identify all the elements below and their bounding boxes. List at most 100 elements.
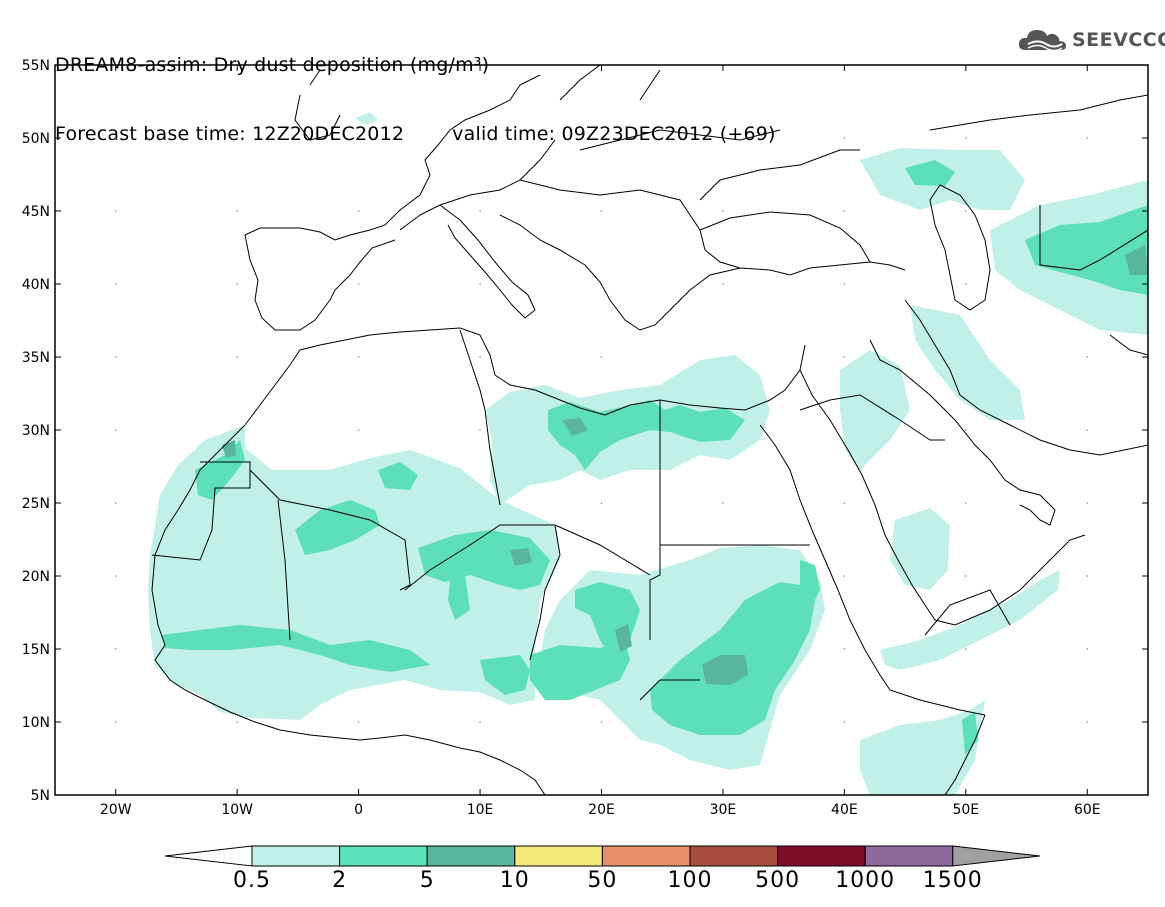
- graticule-point: [357, 137, 360, 139]
- dust-core-niger-chad: [418, 530, 550, 590]
- dust-core-central-asia: [1025, 205, 1148, 295]
- graticule-point: [843, 210, 846, 212]
- colorbar-segment: [339, 845, 428, 867]
- graticule-point: [114, 575, 117, 577]
- coastlines-and-borders: [151, 65, 1148, 795]
- dust-peak-central-asia: [1125, 245, 1148, 275]
- cloud-icon: [1018, 30, 1066, 52]
- dust-area-arabia-north: [840, 350, 910, 470]
- lat-label: 55N: [22, 58, 50, 74]
- colorbar-segment: [426, 845, 516, 867]
- lon-label: 20E: [588, 802, 615, 818]
- lat-label: 10N: [22, 715, 50, 731]
- colorbar-label: 1500: [922, 868, 983, 893]
- graticule-point: [479, 137, 481, 139]
- graticule-point: [965, 283, 967, 285]
- graticule-point: [600, 137, 603, 139]
- graticule-point: [357, 721, 360, 723]
- colorbar: [164, 845, 1041, 867]
- lat-label: 50N: [22, 131, 50, 147]
- graticule-point: [479, 429, 481, 431]
- graticule-point: [600, 210, 603, 212]
- graticule-point: [843, 137, 846, 139]
- graticule-point: [1086, 429, 1089, 431]
- dust-core-chad-sudan: [530, 640, 630, 700]
- colorbar-label: 0.5: [233, 868, 271, 893]
- graticule-point: [236, 210, 238, 212]
- graticule-point: [1086, 575, 1089, 577]
- colorbar-label: 50: [587, 868, 618, 893]
- graticule-point: [965, 502, 967, 504]
- graticule-point: [1086, 137, 1089, 139]
- colorbar-segment: [689, 845, 779, 867]
- graticule-point: [843, 356, 846, 358]
- graticule-point: [114, 137, 117, 139]
- graticule-point: [965, 429, 967, 431]
- graticule-point: [236, 721, 238, 723]
- graticule-point: [965, 137, 967, 139]
- graticule-point: [357, 283, 360, 285]
- graticule-point: [843, 648, 846, 650]
- graticule-point: [965, 575, 967, 577]
- graticule-point: [965, 648, 967, 650]
- dust-core-libya-coast: [548, 400, 745, 470]
- lat-label: 20N: [22, 569, 50, 585]
- graticule-point: [114, 210, 117, 212]
- colorbar-segment: [601, 845, 691, 867]
- colorbar-label: 5: [419, 868, 435, 893]
- graticule-point: [357, 429, 360, 431]
- graticule-point: [843, 283, 846, 285]
- graticule-point: [114, 429, 117, 431]
- lon-label: 10W: [221, 802, 253, 818]
- colorbar-label: 100: [667, 868, 713, 893]
- latitude-labels: 55N 50N 45N 40N 35N 30N 25N 20N 15N 10N 5N: [22, 58, 50, 804]
- colorbar-under-triangle: [164, 845, 253, 867]
- graticule-point: [1086, 721, 1089, 723]
- lat-label: 30N: [22, 423, 50, 439]
- dust-area-yemen: [880, 570, 1060, 670]
- dust-core-mauritania: [295, 500, 380, 555]
- logo-text: SEEVCCC: [1072, 29, 1165, 51]
- dust-peak-chad: [510, 548, 532, 566]
- longitude-labels: 20W 10W 0 10E 20E 30E 40E 50E 60E: [100, 802, 1101, 818]
- graticule-point: [357, 356, 360, 358]
- graticule-point: [114, 648, 117, 650]
- dust-deposition-field: [148, 112, 1148, 795]
- graticule-point: [843, 575, 846, 577]
- colorbar-segment: [777, 845, 866, 867]
- graticule-point: [114, 502, 117, 504]
- graticule-point: [479, 210, 481, 212]
- lon-label: 30E: [710, 802, 737, 818]
- lon-label: 60E: [1074, 802, 1101, 818]
- graticule-point: [965, 210, 967, 212]
- axis-ticks: [55, 64, 1148, 796]
- colorbar-over-triangle: [952, 845, 1041, 867]
- graticule-point: [843, 721, 846, 723]
- colorbar-segment: [864, 845, 954, 867]
- graticule-point: [236, 356, 238, 358]
- colorbar-label: 2: [332, 868, 348, 893]
- lon-label: 20W: [100, 802, 132, 818]
- colorbar-segment: [251, 845, 341, 867]
- colorbar-label: 10: [499, 868, 530, 893]
- dust-area-uk: [355, 112, 378, 125]
- dust-core-somalia: [962, 712, 978, 755]
- graticule-point: [114, 721, 117, 723]
- dust-area-iraq-iran: [910, 305, 1025, 420]
- seevccc-logo: SEEVCCC: [1018, 26, 1165, 54]
- lat-label: 5N: [31, 788, 50, 804]
- dust-peak-chad2: [615, 624, 632, 652]
- graticule-point: [1086, 502, 1089, 504]
- colorbar-segment: [514, 845, 603, 867]
- lon-label: 0: [354, 802, 363, 818]
- graticule-point: [114, 356, 117, 358]
- colorbar-label: 500: [755, 868, 801, 893]
- graticule-point: [357, 210, 360, 212]
- graticule-point: [722, 502, 724, 504]
- graticule-point: [236, 137, 238, 139]
- dust-area-horn-africa: [860, 700, 985, 795]
- graticule-point: [1086, 648, 1089, 650]
- lat-label: 35N: [22, 350, 50, 366]
- dust-core-niger-strip: [448, 575, 470, 620]
